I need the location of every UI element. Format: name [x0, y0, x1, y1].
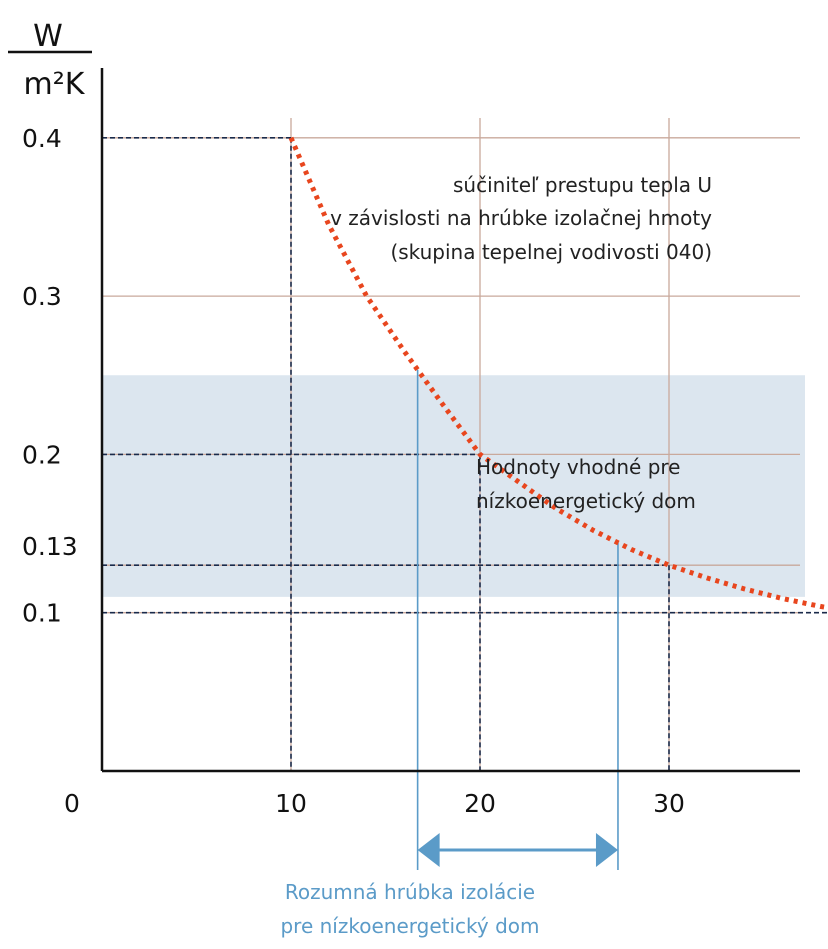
band-label-line-1: Hodnoty vhodné pre — [476, 455, 680, 479]
series-layer — [288, 136, 828, 611]
u-value-curve — [288, 136, 828, 611]
y-tick-label-0.1: 0.1 — [22, 599, 62, 628]
annotation: súčiniteľ prestupu tepla U v závislosti … — [330, 173, 712, 264]
band-label: Hodnoty vhodné pre nízkoenergetický dom — [476, 455, 696, 513]
x-origin-label: 0 — [64, 789, 80, 818]
x-tick-label-20: 20 — [464, 789, 496, 818]
range-label-line-2: pre nízkoenergetický dom — [280, 914, 539, 938]
y-tick-label-0.4: 0.4 — [22, 124, 62, 153]
range-arrow — [417, 833, 618, 867]
range-guides — [416, 369, 619, 870]
range-label-line-1: Rozumná hrúbka izolácie — [285, 880, 535, 904]
y-tick-label-0.13: 0.13 — [22, 532, 78, 561]
y-unit-denominator: m²K — [24, 67, 86, 102]
annotation-line-2: v závislosti na hrúbke izolačnej hmoty — [330, 206, 712, 230]
y-tick-label-0.2: 0.2 — [22, 440, 62, 469]
band-label-line-2: nízkoenergetický dom — [476, 489, 696, 513]
x-tick-label-30: 30 — [653, 789, 685, 818]
annotation-line-3: (skupina tepelnej vodivosti 040) — [390, 240, 712, 264]
tick-labels: 010203040cm0.40.30.20.130.1 — [22, 124, 685, 818]
axes — [100, 68, 800, 773]
range-arrow-left-head — [417, 833, 440, 867]
band-layer — [102, 375, 805, 597]
y-tick-label-0.3: 0.3 — [22, 282, 62, 311]
y-unit-numerator: W — [33, 19, 63, 54]
annotation-line-1: súčiniteľ prestupu tepla U — [453, 173, 712, 197]
suitable-values-band — [102, 375, 805, 597]
x-tick-label-10: 10 — [275, 789, 307, 818]
range-arrow-right-head — [595, 833, 618, 867]
